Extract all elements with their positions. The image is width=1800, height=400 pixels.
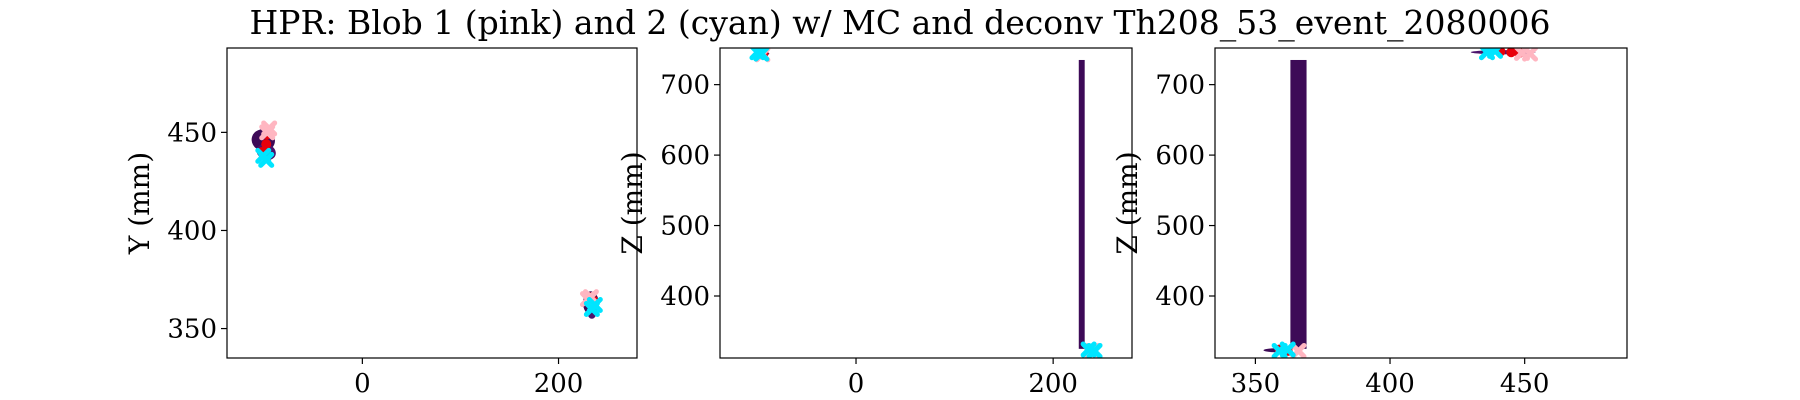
mc-track-point xyxy=(261,139,272,150)
x-tick-label: 0 xyxy=(848,369,865,399)
deposit-column xyxy=(1078,59,1085,349)
y-tick-label: 400 xyxy=(167,216,217,246)
x-tick-label: 350 xyxy=(1231,369,1281,399)
y-tick-label: 450 xyxy=(167,118,217,148)
x-tick-label: 200 xyxy=(534,369,584,399)
y-tick-label: 500 xyxy=(1155,212,1205,242)
y-tick-label: 700 xyxy=(1155,71,1205,101)
y-axis-label: Y (mm) xyxy=(123,152,156,255)
y-tick-label: 400 xyxy=(1155,282,1205,312)
axes-frame xyxy=(226,47,638,359)
blob2-marker xyxy=(1279,341,1296,358)
y-tick-label: 500 xyxy=(660,212,710,242)
x-tick-label: 450 xyxy=(1500,369,1550,399)
deposit-column xyxy=(1290,59,1307,349)
axes-frame xyxy=(719,47,1133,359)
y-tick-label: 350 xyxy=(167,315,217,345)
x-tick-label: 400 xyxy=(1365,369,1415,399)
plot-area xyxy=(1263,48,1539,358)
plot-area xyxy=(749,48,1103,358)
blob1-marker xyxy=(261,120,278,137)
y-tick-label: 600 xyxy=(1155,141,1205,171)
y-axis-label: Z (mm) xyxy=(616,151,649,254)
blob2-marker xyxy=(583,300,600,317)
y-tick-label: 700 xyxy=(660,71,710,101)
y-axis-label: Z (mm) xyxy=(1111,151,1144,254)
x-tick-label: 0 xyxy=(354,369,371,399)
figure-title: HPR: Blob 1 (pink) and 2 (cyan) w/ MC an… xyxy=(250,3,1551,43)
y-tick-label: 400 xyxy=(660,282,710,312)
plot-area xyxy=(251,120,603,319)
axes-frame xyxy=(1214,47,1628,359)
blob2-marker xyxy=(1086,342,1103,358)
blob2-marker xyxy=(1487,48,1504,59)
blob2-marker xyxy=(258,151,275,168)
blob1-marker xyxy=(1522,48,1539,62)
blob2-marker xyxy=(753,48,770,62)
mc-track-point xyxy=(1506,48,1517,58)
y-tick-label: 600 xyxy=(660,141,710,171)
x-tick-label: 200 xyxy=(1028,369,1078,399)
